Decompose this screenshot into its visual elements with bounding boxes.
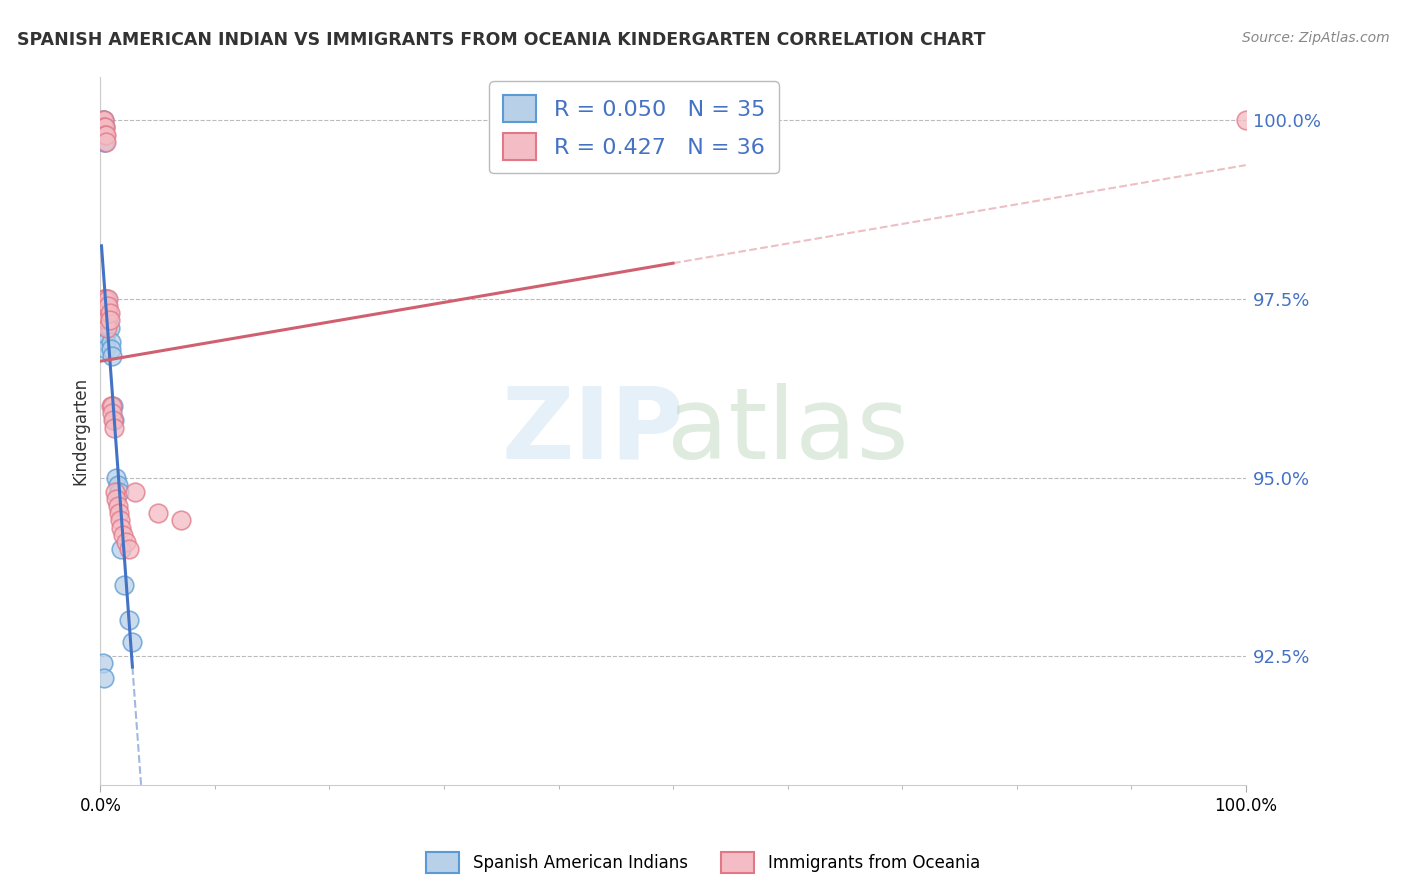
Point [118,614,141,628]
Point [118,541,141,556]
Text: Source: ZipAtlas.com: Source: ZipAtlas.com [1241,31,1389,45]
Point [97,313,120,327]
Text: SPANISH AMERICAN INDIAN VS IMMIGRANTS FROM OCEANIA KINDERGARTEN CORRELATION CHAR: SPANISH AMERICAN INDIAN VS IMMIGRANTS FR… [17,31,986,49]
Point [107,499,129,513]
Point [100,334,122,349]
Point [146,506,169,520]
Point [94,135,117,149]
Point [91,113,114,128]
Point [100,399,122,413]
Point [105,470,128,484]
Point [98,320,121,334]
Point [93,120,115,135]
Point [100,342,122,356]
Point [94,327,117,342]
Point [94,342,117,356]
Point [96,299,118,313]
Point [93,306,115,320]
Point [94,320,117,334]
Point [105,491,128,506]
Point [101,399,124,413]
Point [94,306,117,320]
Point [91,299,114,313]
Point [169,513,191,527]
Point [91,113,114,128]
Point [121,635,143,649]
Point [104,484,127,499]
Point [101,349,124,363]
Point [91,120,114,135]
Point [101,399,124,413]
Point [93,135,115,149]
Point [93,113,115,128]
Point [112,527,135,541]
Point [124,484,146,499]
Point [107,484,129,499]
Legend: R = 0.050   N = 35, R = 0.427   N = 36: R = 0.050 N = 35, R = 0.427 N = 36 [489,81,779,173]
Point [1234,113,1257,128]
Point [94,128,117,142]
Point [110,520,132,534]
Point [93,292,115,306]
Point [108,513,131,527]
Point [96,320,118,334]
Point [94,299,117,313]
Point [94,135,117,149]
Point [112,577,135,591]
Point [101,413,124,427]
Point [96,313,118,327]
Point [94,120,117,135]
Point [98,306,121,320]
Point [110,541,132,556]
Point [107,477,129,491]
Point [94,299,117,313]
Legend: Spanish American Indians, Immigrants from Oceania: Spanish American Indians, Immigrants fro… [419,846,987,880]
Point [98,313,121,327]
Point [93,313,115,327]
Point [97,292,120,306]
Point [94,299,117,313]
Point [94,128,117,142]
Point [93,671,115,685]
Point [93,113,115,128]
Point [94,120,117,135]
Point [97,299,120,313]
Point [97,306,120,320]
Point [94,292,117,306]
Point [96,292,118,306]
Point [94,334,117,349]
Point [93,292,115,306]
Point [114,534,136,549]
Point [103,413,125,427]
Point [93,128,115,142]
Y-axis label: Kindergarten: Kindergarten [72,377,89,485]
Point [101,406,124,420]
Point [103,420,125,434]
Point [91,657,114,671]
Point [107,506,129,520]
Text: atlas: atlas [666,383,908,480]
Text: ZIP: ZIP [502,383,685,480]
